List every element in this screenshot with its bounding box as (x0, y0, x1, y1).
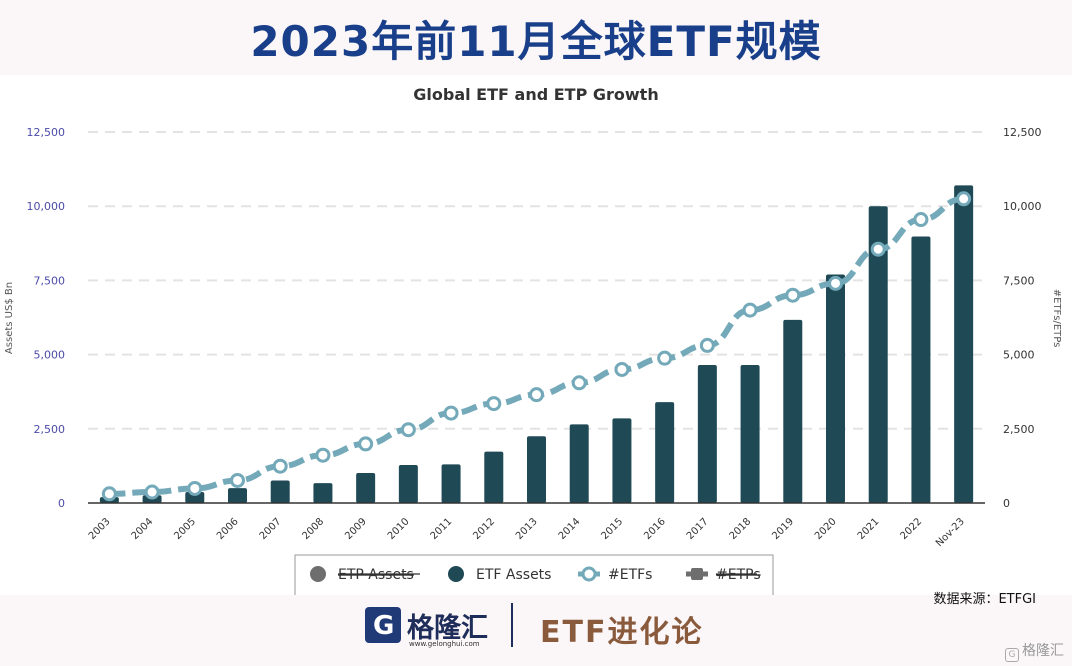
bar-etf-assets (740, 364, 760, 503)
point-etf-count (230, 472, 245, 488)
bar-etf-assets (484, 451, 504, 503)
point-etf-count (785, 287, 801, 303)
y-tick-left: 12,500 (27, 126, 66, 139)
point-etf-count (101, 486, 117, 502)
chart-title: Global ETF and ETP Growth (413, 85, 658, 104)
bar-etf-assets (612, 418, 632, 503)
x-tick-label: 2006 (215, 516, 241, 542)
point-etf-count (913, 212, 929, 228)
legend-marker (581, 566, 597, 582)
x-tick-label: 2016 (642, 516, 668, 542)
y-tick-right: 2,500 (1003, 423, 1035, 436)
legend-label: ETF Assets (476, 567, 551, 583)
y-tick-left: 7,500 (34, 274, 66, 287)
x-tick-label: 2014 (557, 516, 583, 542)
watermark-text: 格隆汇 (1022, 643, 1064, 659)
point-etf-count (828, 275, 843, 291)
bar-etf-assets (826, 274, 845, 503)
bar-etf-assets (954, 185, 974, 503)
page-title: 2023年前11月全球ETF规模 (250, 17, 822, 66)
legend-label: #ETPs (716, 567, 761, 583)
bar-etf-assets (911, 236, 931, 503)
logo-url: www.gelonghui.com (409, 640, 480, 648)
point-etf-count (358, 436, 374, 452)
bar-etf-assets (270, 480, 290, 503)
bar-etf-assets (655, 402, 675, 503)
bar-etf-assets (868, 206, 888, 503)
point-etf-count (529, 387, 544, 403)
x-tick-label: 2008 (300, 516, 326, 542)
point-etf-count (272, 458, 288, 474)
bar-etf-assets (398, 465, 418, 503)
y-tick-right: 0 (1003, 497, 1010, 510)
chart-container: Global ETF and ETP Growth 0 0 2,500 2,500 5,0… (0, 75, 1072, 595)
footer (0, 595, 1072, 666)
point-etf-count (315, 447, 331, 463)
x-tick-label: 2003 (87, 516, 113, 542)
legend-label: ETP Assets (338, 567, 414, 583)
y-tick-right: 10,000 (1003, 200, 1042, 213)
y-axis-label-left: Assets US$ Bn (4, 282, 15, 354)
bar-etf-assets (356, 473, 376, 503)
y-tick-left: 10,000 (27, 200, 66, 213)
y-tick-left: 5,000 (34, 349, 66, 362)
x-tick-label: 2004 (130, 516, 156, 542)
x-tick-label: 2021 (856, 516, 882, 542)
x-tick-label: 2010 (386, 516, 412, 542)
point-etf-count (443, 405, 459, 421)
bar-etf-assets (313, 483, 333, 503)
point-etf-count (699, 337, 715, 353)
point-etf-count (571, 375, 587, 391)
y-tick-right: 5,000 (1003, 349, 1035, 362)
legend-marker (310, 566, 326, 582)
logo-glyph: G (373, 611, 395, 641)
x-tick-label: 2018 (728, 516, 754, 542)
x-tick-label: 2019 (770, 516, 796, 542)
legend-label: #ETFs (608, 567, 652, 583)
bar-etf-assets (697, 364, 717, 503)
source-label: 数据来源：ETFGI (933, 592, 1036, 607)
y-axis-label-right: #ETFs/ETPs (1051, 289, 1062, 348)
logo-name: 格隆汇 (407, 613, 488, 644)
point-etf-count (400, 422, 416, 438)
x-tick-label: 2012 (471, 516, 497, 542)
footer-divider (511, 603, 513, 647)
legend-marker (448, 566, 464, 582)
x-tick-label: 2011 (429, 516, 455, 542)
x-tick-label: 2007 (258, 516, 284, 542)
chart-svg: Global ETF and ETP Growth 0 0 2,500 2,500 5,0… (4, 85, 1062, 595)
point-etf-count (614, 361, 630, 377)
bar-etf-assets (185, 492, 205, 503)
point-etf-count (956, 191, 972, 207)
bar-etf-assets (441, 464, 461, 503)
y-tick-right: 12,500 (1003, 126, 1042, 139)
bar-etf-assets (228, 488, 247, 503)
watermark-icon: G (1005, 648, 1019, 662)
y-tick-left: 0 (58, 497, 65, 510)
x-tick-label: 2022 (898, 516, 924, 542)
x-tick-label: Nov-23 (934, 516, 967, 549)
point-etf-count (187, 480, 203, 496)
point-etf-count (742, 302, 758, 318)
y-tick-right: 7,500 (1003, 274, 1035, 287)
x-tick-label: 2017 (685, 516, 711, 542)
bar-etf-assets (783, 319, 803, 503)
logo-icon (365, 607, 401, 643)
x-tick-label: 2015 (599, 516, 625, 542)
series-name: ETF进化论 (540, 615, 704, 650)
bar-etf-assets (527, 436, 546, 503)
point-etf-count (144, 484, 160, 500)
x-tick-label: 2009 (343, 516, 369, 542)
x-tick-label: 2020 (813, 516, 839, 542)
bar-etf-assets (569, 424, 589, 503)
legend-marker (691, 568, 703, 580)
point-etf-count (486, 396, 502, 412)
watermark: G 格隆汇 (1005, 640, 1064, 662)
x-tick-label: 2013 (514, 516, 540, 542)
x-tick-label: 2005 (172, 516, 198, 542)
y-tick-left: 2,500 (34, 423, 66, 436)
point-etf-count (657, 350, 673, 366)
point-etf-count (870, 241, 886, 257)
